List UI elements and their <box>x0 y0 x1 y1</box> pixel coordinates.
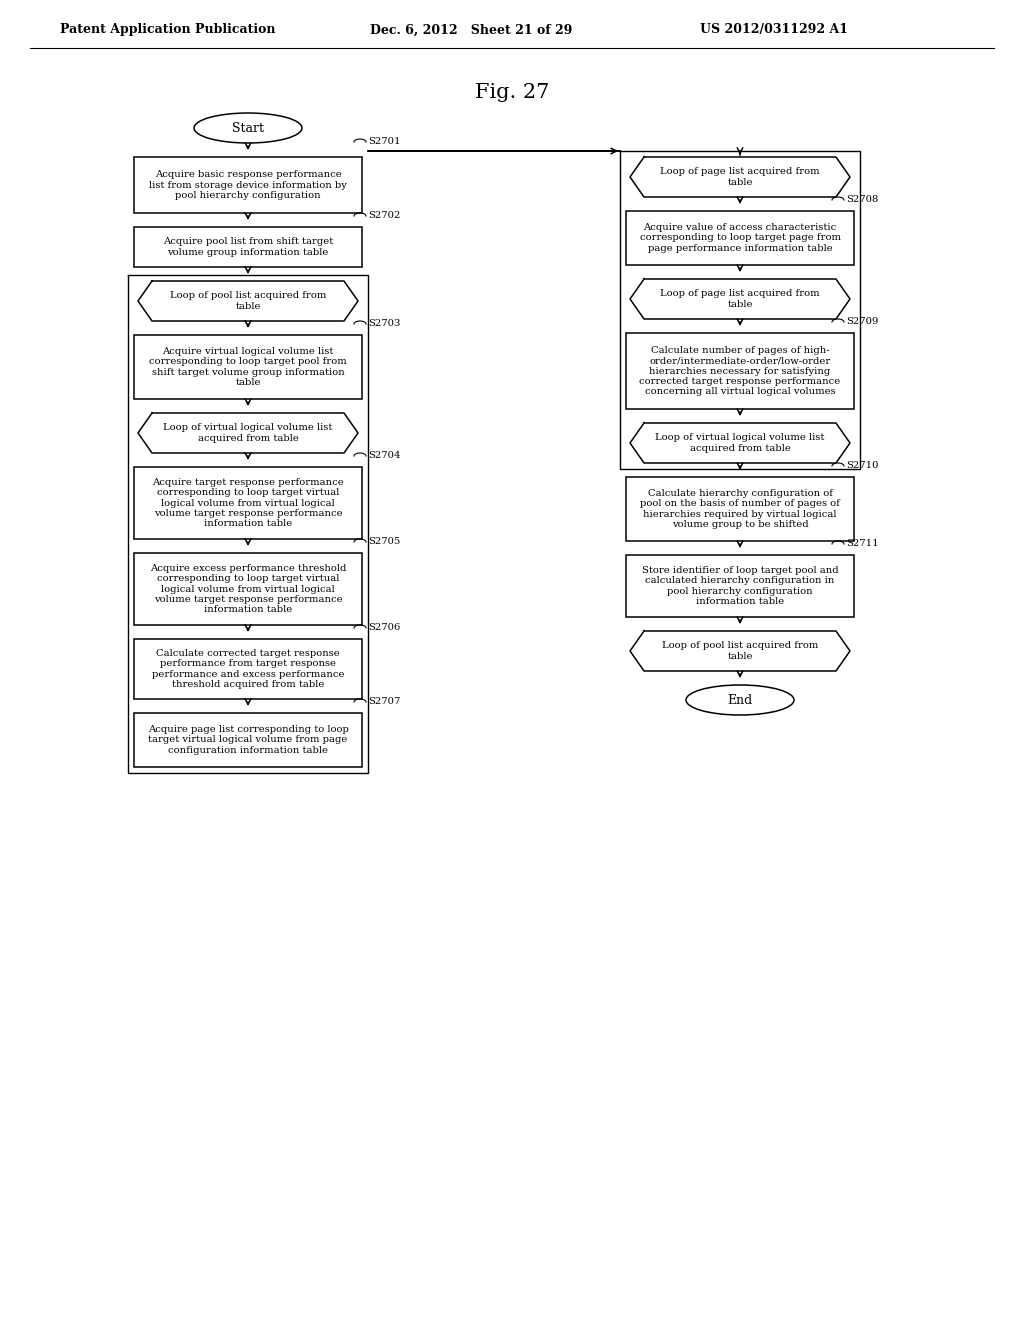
Text: End: End <box>727 693 753 706</box>
FancyBboxPatch shape <box>626 333 854 409</box>
Text: Acquire page list corresponding to loop
target virtual logical volume from page
: Acquire page list corresponding to loop … <box>147 725 348 755</box>
Text: Acquire target response performance
corresponding to loop target virtual
logical: Acquire target response performance corr… <box>153 478 344 528</box>
Text: S2710: S2710 <box>846 462 879 470</box>
Text: Dec. 6, 2012   Sheet 21 of 29: Dec. 6, 2012 Sheet 21 of 29 <box>370 24 572 37</box>
FancyBboxPatch shape <box>134 227 362 267</box>
Text: Acquire excess performance threshold
corresponding to loop target virtual
logica: Acquire excess performance threshold cor… <box>150 564 346 614</box>
Text: S2711: S2711 <box>846 540 879 549</box>
Text: Loop of page list acquired from
table: Loop of page list acquired from table <box>660 168 820 186</box>
FancyBboxPatch shape <box>134 553 362 624</box>
Polygon shape <box>630 631 850 671</box>
Text: Calculate hierarchy configuration of
pool on the basis of number of pages of
hie: Calculate hierarchy configuration of poo… <box>640 488 840 529</box>
Ellipse shape <box>194 114 302 143</box>
Text: Store identifier of loop target pool and
calculated hierarchy configuration in
p: Store identifier of loop target pool and… <box>642 566 839 606</box>
Text: Acquire value of access characteristic
corresponding to loop target page from
pa: Acquire value of access characteristic c… <box>640 223 841 253</box>
Polygon shape <box>630 157 850 197</box>
FancyBboxPatch shape <box>134 639 362 700</box>
FancyBboxPatch shape <box>626 554 854 616</box>
FancyBboxPatch shape <box>626 477 854 541</box>
Polygon shape <box>138 413 358 453</box>
FancyBboxPatch shape <box>134 157 362 213</box>
Text: Acquire virtual logical volume list
corresponding to loop target pool from
shift: Acquire virtual logical volume list corr… <box>150 347 347 387</box>
Text: S2701: S2701 <box>368 137 400 147</box>
Text: S2704: S2704 <box>368 451 400 461</box>
Text: Calculate number of pages of high-
order/intermediate-order/low-order
hierarchie: Calculate number of pages of high- order… <box>639 346 841 396</box>
Text: S2703: S2703 <box>368 319 400 329</box>
Text: S2702: S2702 <box>368 211 400 220</box>
Polygon shape <box>138 281 358 321</box>
Polygon shape <box>630 422 850 463</box>
FancyBboxPatch shape <box>134 335 362 399</box>
Text: Start: Start <box>232 121 264 135</box>
Text: Fig. 27: Fig. 27 <box>475 82 549 102</box>
Text: Patent Application Publication: Patent Application Publication <box>60 24 275 37</box>
Text: Loop of pool list acquired from
table: Loop of pool list acquired from table <box>662 642 818 661</box>
Text: Loop of virtual logical volume list
acquired from table: Loop of virtual logical volume list acqu… <box>163 424 333 442</box>
FancyBboxPatch shape <box>626 211 854 265</box>
FancyBboxPatch shape <box>134 713 362 767</box>
Text: S2708: S2708 <box>846 195 879 205</box>
FancyBboxPatch shape <box>134 467 362 539</box>
Ellipse shape <box>686 685 794 715</box>
Text: Loop of virtual logical volume list
acquired from table: Loop of virtual logical volume list acqu… <box>655 433 824 453</box>
Text: Loop of page list acquired from
table: Loop of page list acquired from table <box>660 289 820 309</box>
Text: Acquire pool list from shift target
volume group information table: Acquire pool list from shift target volu… <box>163 238 333 256</box>
Polygon shape <box>630 279 850 319</box>
Text: Loop of pool list acquired from
table: Loop of pool list acquired from table <box>170 292 327 310</box>
Text: S2705: S2705 <box>368 537 400 546</box>
Text: Acquire basic response performance
list from storage device information by
pool : Acquire basic response performance list … <box>150 170 347 199</box>
Text: S2707: S2707 <box>368 697 400 706</box>
Text: S2709: S2709 <box>846 318 879 326</box>
Text: US 2012/0311292 A1: US 2012/0311292 A1 <box>700 24 848 37</box>
Text: S2706: S2706 <box>368 623 400 632</box>
Text: Calculate corrected target response
performance from target response
performance: Calculate corrected target response perf… <box>152 649 344 689</box>
